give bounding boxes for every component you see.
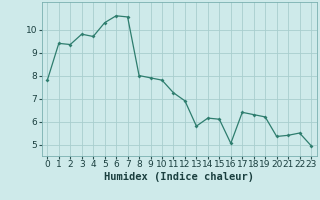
X-axis label: Humidex (Indice chaleur): Humidex (Indice chaleur) (104, 172, 254, 182)
